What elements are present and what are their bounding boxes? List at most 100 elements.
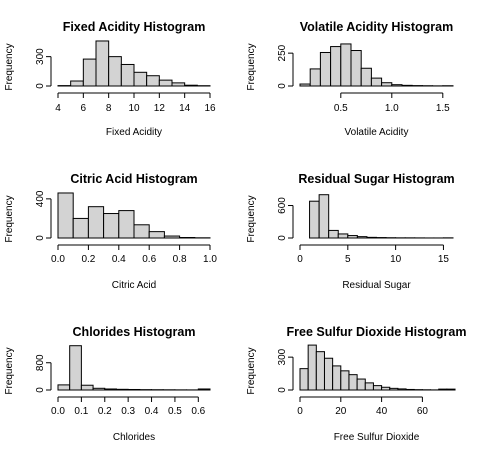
x-tick-label: 0.6 — [191, 406, 205, 417]
histogram-bar — [328, 229, 339, 239]
histogram-bar — [108, 56, 122, 87]
histogram-bar — [95, 40, 110, 87]
histogram-bar — [82, 58, 97, 87]
x-axis-label: Chlorides — [113, 432, 155, 443]
histogram-bar — [366, 236, 377, 239]
x-tick-label: 0.0 — [51, 254, 65, 265]
histogram-bar — [87, 206, 105, 239]
y-tick-label: 0 — [35, 387, 46, 393]
y-tick-label: 400 — [35, 190, 46, 207]
x-tick-label: 0.4 — [112, 254, 126, 265]
histogram-bar — [299, 83, 311, 87]
histogram-bar — [69, 345, 82, 391]
y-axis-label: Frequency — [246, 195, 257, 242]
histogram-bar — [171, 82, 186, 87]
histogram-bar — [70, 80, 84, 87]
histogram-panel: Citric Acid Histogram 0.0 0.2 0.4 0.6 0.8 1.0 0… — [4, 172, 217, 291]
x-tick-label: 0.1 — [74, 406, 88, 417]
histogram-bar — [118, 210, 135, 239]
y-axis-label: Frequency — [4, 195, 15, 242]
histogram-bar — [389, 387, 399, 391]
x-tick-label: 1.5 — [436, 103, 450, 114]
y-tick-label: 0 — [35, 235, 46, 241]
histogram-bar — [381, 82, 393, 87]
chart-title: Fixed Acidity Histogram — [63, 20, 206, 34]
histogram-bar — [370, 77, 383, 87]
histogram-bar — [401, 84, 413, 87]
histogram-bar — [350, 50, 362, 87]
histogram-bar — [340, 370, 350, 391]
x-tick-label: 5 — [345, 254, 351, 265]
chart-title: Chlorides Histogram — [73, 325, 196, 339]
histogram-bar — [309, 68, 321, 87]
histogram-panel: Volatile Acidity Histogram 0.5 1.0 1.5 0 250 V… — [246, 20, 454, 138]
histogram-bar — [391, 84, 403, 87]
chart-title: Free Sulfur Dioxide Histogram — [287, 325, 467, 339]
x-tick-label: 40 — [376, 406, 388, 417]
histogram-bar — [80, 384, 94, 391]
x-tick-label: 0.0 — [51, 406, 65, 417]
histogram-bar — [57, 384, 71, 391]
histogram-bar — [72, 217, 89, 239]
histogram-bar — [315, 351, 325, 391]
chart-title: Citric Acid Histogram — [70, 172, 197, 186]
x-axis-label: Residual Sugar — [342, 280, 411, 291]
histogram-bar — [103, 213, 120, 239]
x-tick-label: 0 — [297, 406, 303, 417]
x-tick-label: 6 — [81, 103, 87, 114]
histogram-bar — [148, 231, 165, 239]
histogram-bar — [332, 365, 342, 391]
x-tick-label: 0.5 — [334, 103, 348, 114]
histogram-bar — [115, 388, 129, 391]
histogram-panel: Residual Sugar Histogram 0 5 10 15 0 600 Residu… — [246, 172, 455, 291]
y-tick-label: 800 — [35, 354, 46, 371]
x-tick-label: 16 — [204, 103, 216, 114]
histogram-bar — [120, 63, 135, 87]
y-axis-label: Frequency — [4, 347, 15, 394]
x-tick-label: 60 — [417, 406, 429, 417]
histogram-bar — [133, 71, 148, 87]
histogram-bar — [184, 84, 198, 87]
x-tick-label: 10 — [390, 254, 402, 265]
histogram-bar — [146, 75, 160, 87]
x-tick-label: 12 — [154, 103, 166, 114]
y-axis-label: Frequency — [246, 43, 257, 90]
chart-title: Residual Sugar Histogram — [298, 172, 454, 186]
histogram-bar — [405, 388, 415, 391]
x-axis-label: Fixed Acidity — [106, 127, 162, 138]
histogram-bar — [372, 385, 383, 391]
histogram-bar — [104, 388, 117, 391]
x-tick-label: 15 — [438, 254, 450, 265]
histogram-panel: Fixed Acidity Histogram 4 6 8 10 12 14 16 0 300 Fi… — [4, 20, 216, 138]
y-axis-label: Frequency — [246, 347, 257, 394]
histogram-panel: Free Sulfur Dioxide Histogram 0 20 40 60 0 300… — [246, 325, 466, 443]
x-tick-label: 4 — [55, 103, 61, 114]
x-tick-label: 0.6 — [142, 254, 156, 265]
histogram-bar — [397, 388, 407, 391]
histogram-panel: Chlorides Histogram 0.0 0.1 0.2 0.3 0.4 0.5 0.6… — [4, 325, 211, 443]
histogram-bar — [57, 192, 74, 239]
histogram-bar — [299, 368, 309, 391]
histogram-bar — [309, 200, 320, 239]
histogram-bar — [92, 387, 106, 391]
x-tick-label: 0 — [297, 254, 303, 265]
histogram-bar — [356, 236, 368, 239]
x-tick-label: 8 — [106, 103, 112, 114]
histogram-bar — [446, 388, 456, 391]
histogram-bar — [163, 235, 181, 239]
x-tick-label: 14 — [179, 103, 191, 114]
x-axis-label: Citric Acid — [112, 280, 156, 291]
x-tick-label: 20 — [335, 406, 347, 417]
histogram-bar — [323, 357, 334, 391]
y-tick-label: 0 — [277, 387, 288, 393]
y-tick-label: 300 — [35, 48, 46, 65]
x-axis-label: Free Sulfur Dioxide — [334, 432, 420, 443]
histogram-bar — [356, 378, 366, 391]
histogram-bar — [318, 194, 330, 239]
histogram-bar — [133, 224, 150, 239]
histogram-bar — [381, 386, 391, 391]
y-tick-label: 0 — [35, 83, 46, 89]
histogram-bar — [330, 46, 342, 87]
histogram-bar — [364, 382, 374, 391]
histogram-bar — [337, 233, 349, 239]
